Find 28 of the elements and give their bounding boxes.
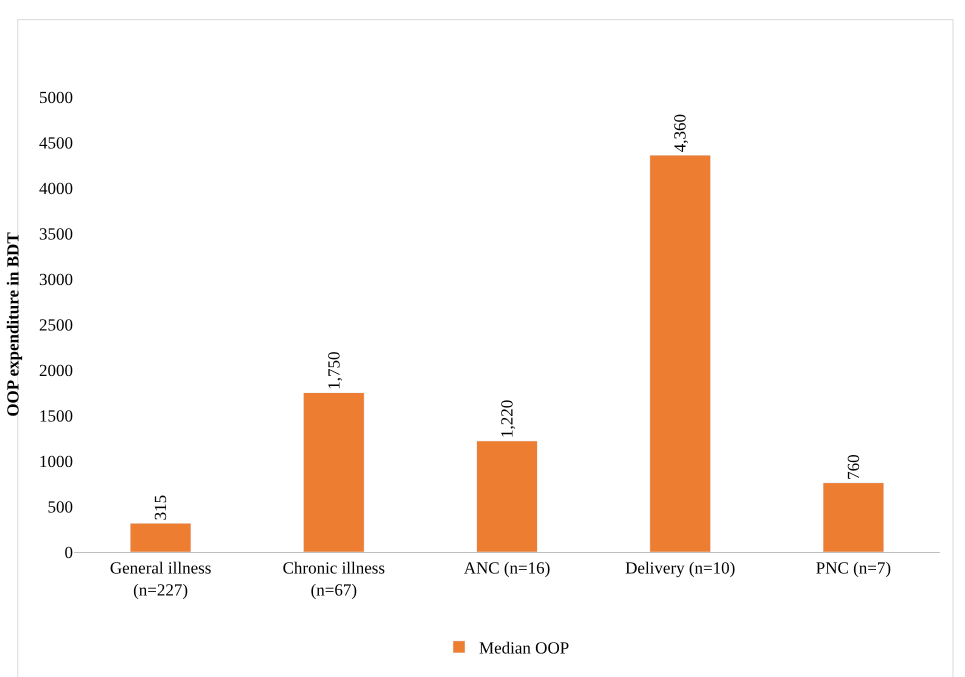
- y-tick-label: 1500: [39, 406, 73, 426]
- y-tick-label: 500: [48, 497, 73, 516]
- y-tick-label: 2000: [39, 360, 73, 380]
- y-tick-label: 5000: [39, 88, 73, 107]
- y-tick-label: 2500: [39, 315, 73, 334]
- bar: [476, 440, 538, 552]
- y-tick-label: 3000: [39, 270, 73, 289]
- data-label: 1,220: [498, 400, 516, 438]
- y-tick-label: 4500: [39, 133, 73, 152]
- x-tick-label: Delivery (n=10): [625, 558, 736, 578]
- x-tick-label: ANC (n=16): [464, 558, 550, 578]
- x-tick-label: PNC (n=7): [816, 558, 892, 578]
- y-axis-title: OOP expenditure in BDT: [4, 232, 23, 417]
- y-tick-label: 4000: [39, 178, 73, 198]
- bar: [130, 523, 192, 552]
- data-label: 315: [151, 494, 170, 520]
- bar: [822, 482, 884, 552]
- bar: [650, 154, 711, 552]
- legend-label: Median OOP: [479, 638, 570, 658]
- x-tick-label: General illness (n=227): [110, 558, 212, 600]
- data-label: 4,360: [670, 114, 690, 152]
- y-tick-label: 1000: [39, 452, 73, 471]
- x-tick-label: Chronic illness (n=67): [282, 558, 386, 600]
- data-label: 760: [844, 454, 863, 480]
- y-tick-label: 3500: [39, 224, 73, 244]
- data-label: 1,750: [324, 352, 344, 390]
- y-tick-label: 0: [64, 542, 73, 562]
- bar: [303, 392, 364, 552]
